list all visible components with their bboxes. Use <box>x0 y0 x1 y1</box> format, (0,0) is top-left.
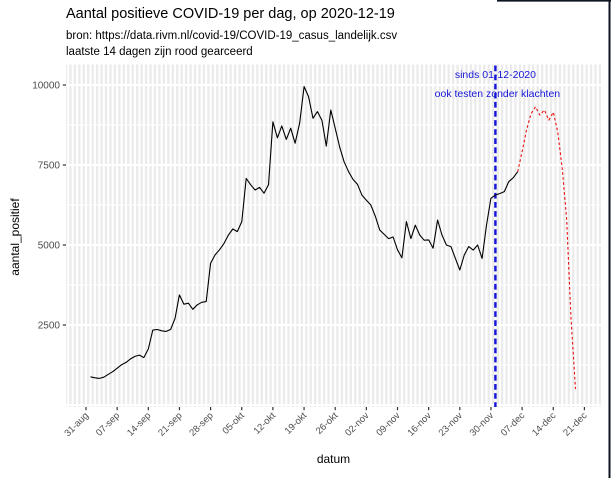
series-black-line <box>90 86 519 379</box>
x-tick-label: 26-okt <box>314 410 341 437</box>
plot-panel <box>66 64 601 407</box>
x-tick-label: 19-okt <box>283 410 310 437</box>
y-tick-label: 10000 <box>32 81 60 92</box>
y-tick-label: 2500 <box>38 321 61 332</box>
y-tick-label: 7500 <box>38 161 61 172</box>
subtitle-line-source: bron: https://data.rivm.nl/covid-19/COVI… <box>66 30 398 42</box>
x-tick-label: 02-nov <box>343 410 371 438</box>
annotation-line1: sinds 01-12-2020 <box>454 69 536 81</box>
series-red-dashed-line <box>517 106 577 390</box>
x-tick-label: 16-nov <box>405 410 433 438</box>
x-tick-label: 23-nov <box>437 410 465 438</box>
annotation-line2: ook testen zonder klachten <box>434 88 561 100</box>
subtitle-line-note: laatste 14 dagen zijn rood gearceerd <box>66 45 253 58</box>
x-tick-label: 31-aug <box>62 410 91 439</box>
x-tick-label: 14-sep <box>125 410 153 438</box>
x-tick-label: 21-dec <box>561 410 589 438</box>
chart-title: Aantal positieve COVID-19 per dag, op 20… <box>66 6 395 22</box>
x-tick-label: 07-dec <box>499 410 527 438</box>
x-tick-label: 09-nov <box>374 410 402 438</box>
data-series <box>90 86 577 390</box>
chart-subtitle: bron: https://data.rivm.nl/covid-19/COVI… <box>66 29 397 60</box>
x-tick-label: 14-dec <box>530 410 558 438</box>
x-tick-label: 07-sep <box>94 410 122 438</box>
y-axis-title: aantal_positief <box>8 198 22 276</box>
x-tick-label: 21-sep <box>156 410 184 438</box>
x-tick-label: 30-nov <box>468 410 496 438</box>
x-tick-label: 12-okt <box>252 410 279 437</box>
x-axis-title: datum <box>316 452 351 466</box>
x-tick-label: 28-sep <box>187 410 215 438</box>
y-tick-label: 5000 <box>38 241 61 252</box>
x-tick-label: 05-okt <box>220 410 247 437</box>
